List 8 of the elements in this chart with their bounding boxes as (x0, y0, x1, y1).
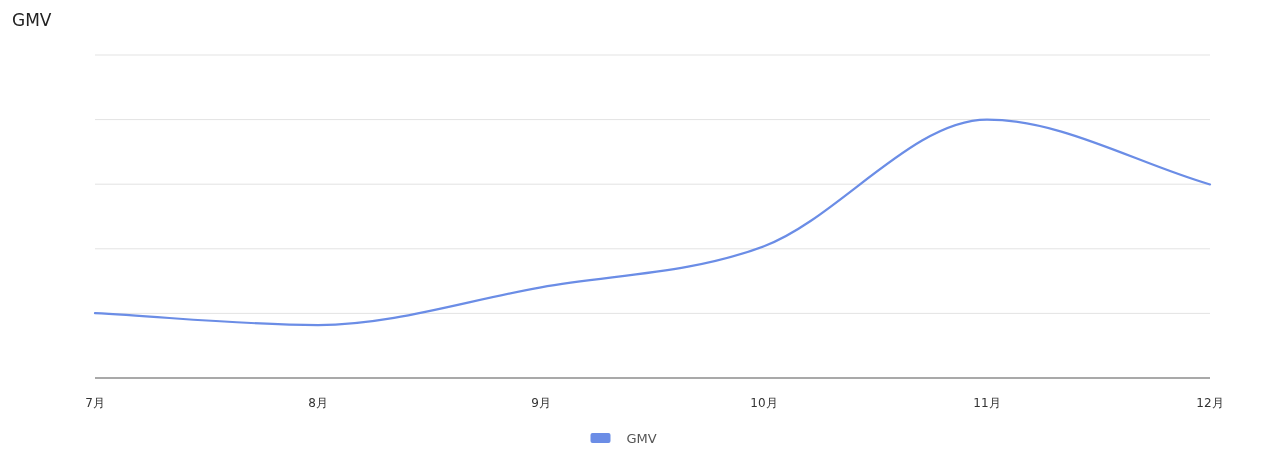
x-tick-label: 10月 (750, 396, 778, 410)
x-tick-label: 9月 (531, 396, 551, 410)
x-tick-label: 12月 (1196, 396, 1224, 410)
x-tick-label: 11月 (973, 396, 1001, 410)
chart-title: GMV (12, 10, 52, 30)
legend-label: GMV (626, 431, 657, 446)
x-tick-label: 8月 (308, 396, 328, 410)
x-tick-label: 7月 (85, 396, 105, 410)
